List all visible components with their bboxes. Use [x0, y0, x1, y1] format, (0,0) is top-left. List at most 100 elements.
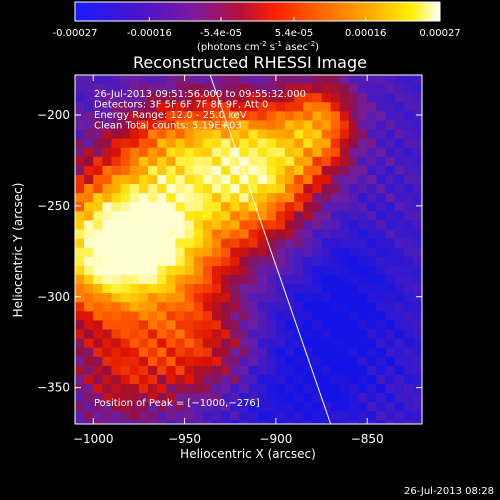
heatmap-cell [202, 347, 213, 358]
heatmap-cell [248, 365, 259, 376]
heatmap-cell [275, 374, 286, 385]
heatmap-cell [394, 284, 405, 294]
heatmap-cell [285, 411, 295, 421]
heatmap-cell [248, 75, 259, 85]
heatmap-cell [412, 393, 422, 403]
heatmap-cell [148, 256, 158, 267]
heatmap-cell [394, 138, 405, 149]
heatmap-cell [120, 102, 131, 112]
heatmap-cell [184, 320, 195, 331]
heatmap-cell [330, 256, 341, 267]
heatmap-cell [239, 256, 250, 267]
heatmap-cell [230, 293, 240, 303]
colorbar-tick-label: -0.00016 [127, 28, 172, 39]
heatmap-cell [257, 374, 268, 385]
heatmap-cell [339, 84, 350, 94]
heatmap-cell [120, 184, 131, 194]
heatmap-cell [184, 202, 195, 212]
heatmap-cell [376, 211, 387, 222]
heatmap-cell [230, 402, 240, 412]
heatmap-cell [312, 411, 323, 421]
heatmap-cell [376, 293, 387, 303]
heatmap-cell [84, 293, 94, 303]
heatmap-cell [202, 338, 213, 349]
heatmap-cell [221, 329, 231, 340]
heatmap-cell [75, 238, 85, 249]
heatmap-cell [348, 329, 359, 340]
heatmap-cell [367, 156, 377, 167]
heatmap-cell [358, 129, 368, 140]
heatmap-cell [202, 247, 213, 258]
heatmap-cell [193, 402, 204, 412]
heatmap-cell [266, 111, 277, 122]
heatmap-cell [120, 229, 131, 240]
heatmap-cell [148, 220, 158, 231]
heatmap-cell [257, 293, 268, 303]
heatmap-cell [93, 238, 103, 249]
heatmap-cell [312, 238, 323, 249]
heatmap-cell [367, 311, 377, 321]
heatmap-cell [367, 265, 377, 276]
heatmap-cell [138, 165, 149, 176]
heatmap-cell [248, 120, 259, 131]
heatmap-cell [193, 129, 204, 140]
heatmap-cell [248, 211, 259, 222]
heatmap-cell [193, 384, 204, 394]
heatmap-cell [175, 238, 186, 249]
heatmap-cell [367, 202, 377, 212]
heatmap-cell [339, 75, 350, 85]
heatmap-cell [75, 329, 85, 340]
heatmap-cell [239, 229, 250, 240]
heatmap-cell [385, 211, 396, 222]
heatmap-cell [93, 75, 103, 85]
heatmap-cell [394, 75, 405, 85]
heatmap-cell [394, 365, 405, 376]
heatmap-cell [111, 402, 122, 412]
heatmap-cell [157, 220, 167, 231]
heatmap-cell [330, 211, 341, 222]
x-axis-label: Heliocentric X (arcsec) [180, 447, 316, 461]
heatmap-cell [376, 165, 387, 176]
heatmap-cell [129, 265, 140, 276]
heatmap-cell [202, 211, 213, 222]
heatmap-cell [211, 265, 222, 276]
heatmap-cell [275, 284, 286, 294]
heatmap-cell [202, 184, 213, 194]
heatmap-cell [148, 202, 158, 212]
heatmap-cell [175, 256, 186, 267]
heatmap-cell [111, 111, 122, 122]
heatmap-cell [248, 393, 259, 403]
heatmap-cell [376, 284, 387, 294]
heatmap-cell [376, 365, 387, 376]
heatmap-cell [403, 274, 414, 285]
heatmap-cell [376, 111, 387, 122]
heatmap-cell [175, 174, 186, 185]
heatmap-cell [239, 156, 250, 167]
heatmap-cell [202, 265, 213, 276]
heatmap-cell [321, 293, 332, 303]
heatmap-cell [102, 111, 113, 122]
heatmap-cell [403, 111, 414, 122]
heatmap-cell [111, 420, 122, 424]
heatmap-cell [93, 111, 103, 122]
heatmap-cell [239, 247, 250, 258]
heatmap-cell [403, 356, 414, 367]
heatmap-cell [285, 329, 295, 340]
heatmap-cell [221, 84, 231, 94]
heatmap-cell [221, 284, 231, 294]
heatmap-cell [367, 229, 377, 240]
heatmap-cell [403, 311, 414, 321]
heatmap-cell [157, 365, 167, 376]
heatmap-cell [358, 174, 368, 185]
heatmap-cell [211, 202, 222, 212]
heatmap-cell [166, 184, 177, 194]
heatmap-cell [75, 393, 85, 403]
heatmap-cell [339, 138, 350, 149]
heatmap-cell [403, 320, 414, 331]
heatmap-cell [129, 356, 140, 367]
heatmap-cell [138, 393, 149, 403]
heatmap-cell [102, 202, 113, 212]
heatmap-cell [230, 174, 240, 185]
heatmap-cell [394, 302, 405, 312]
heatmap-cell [84, 247, 94, 258]
